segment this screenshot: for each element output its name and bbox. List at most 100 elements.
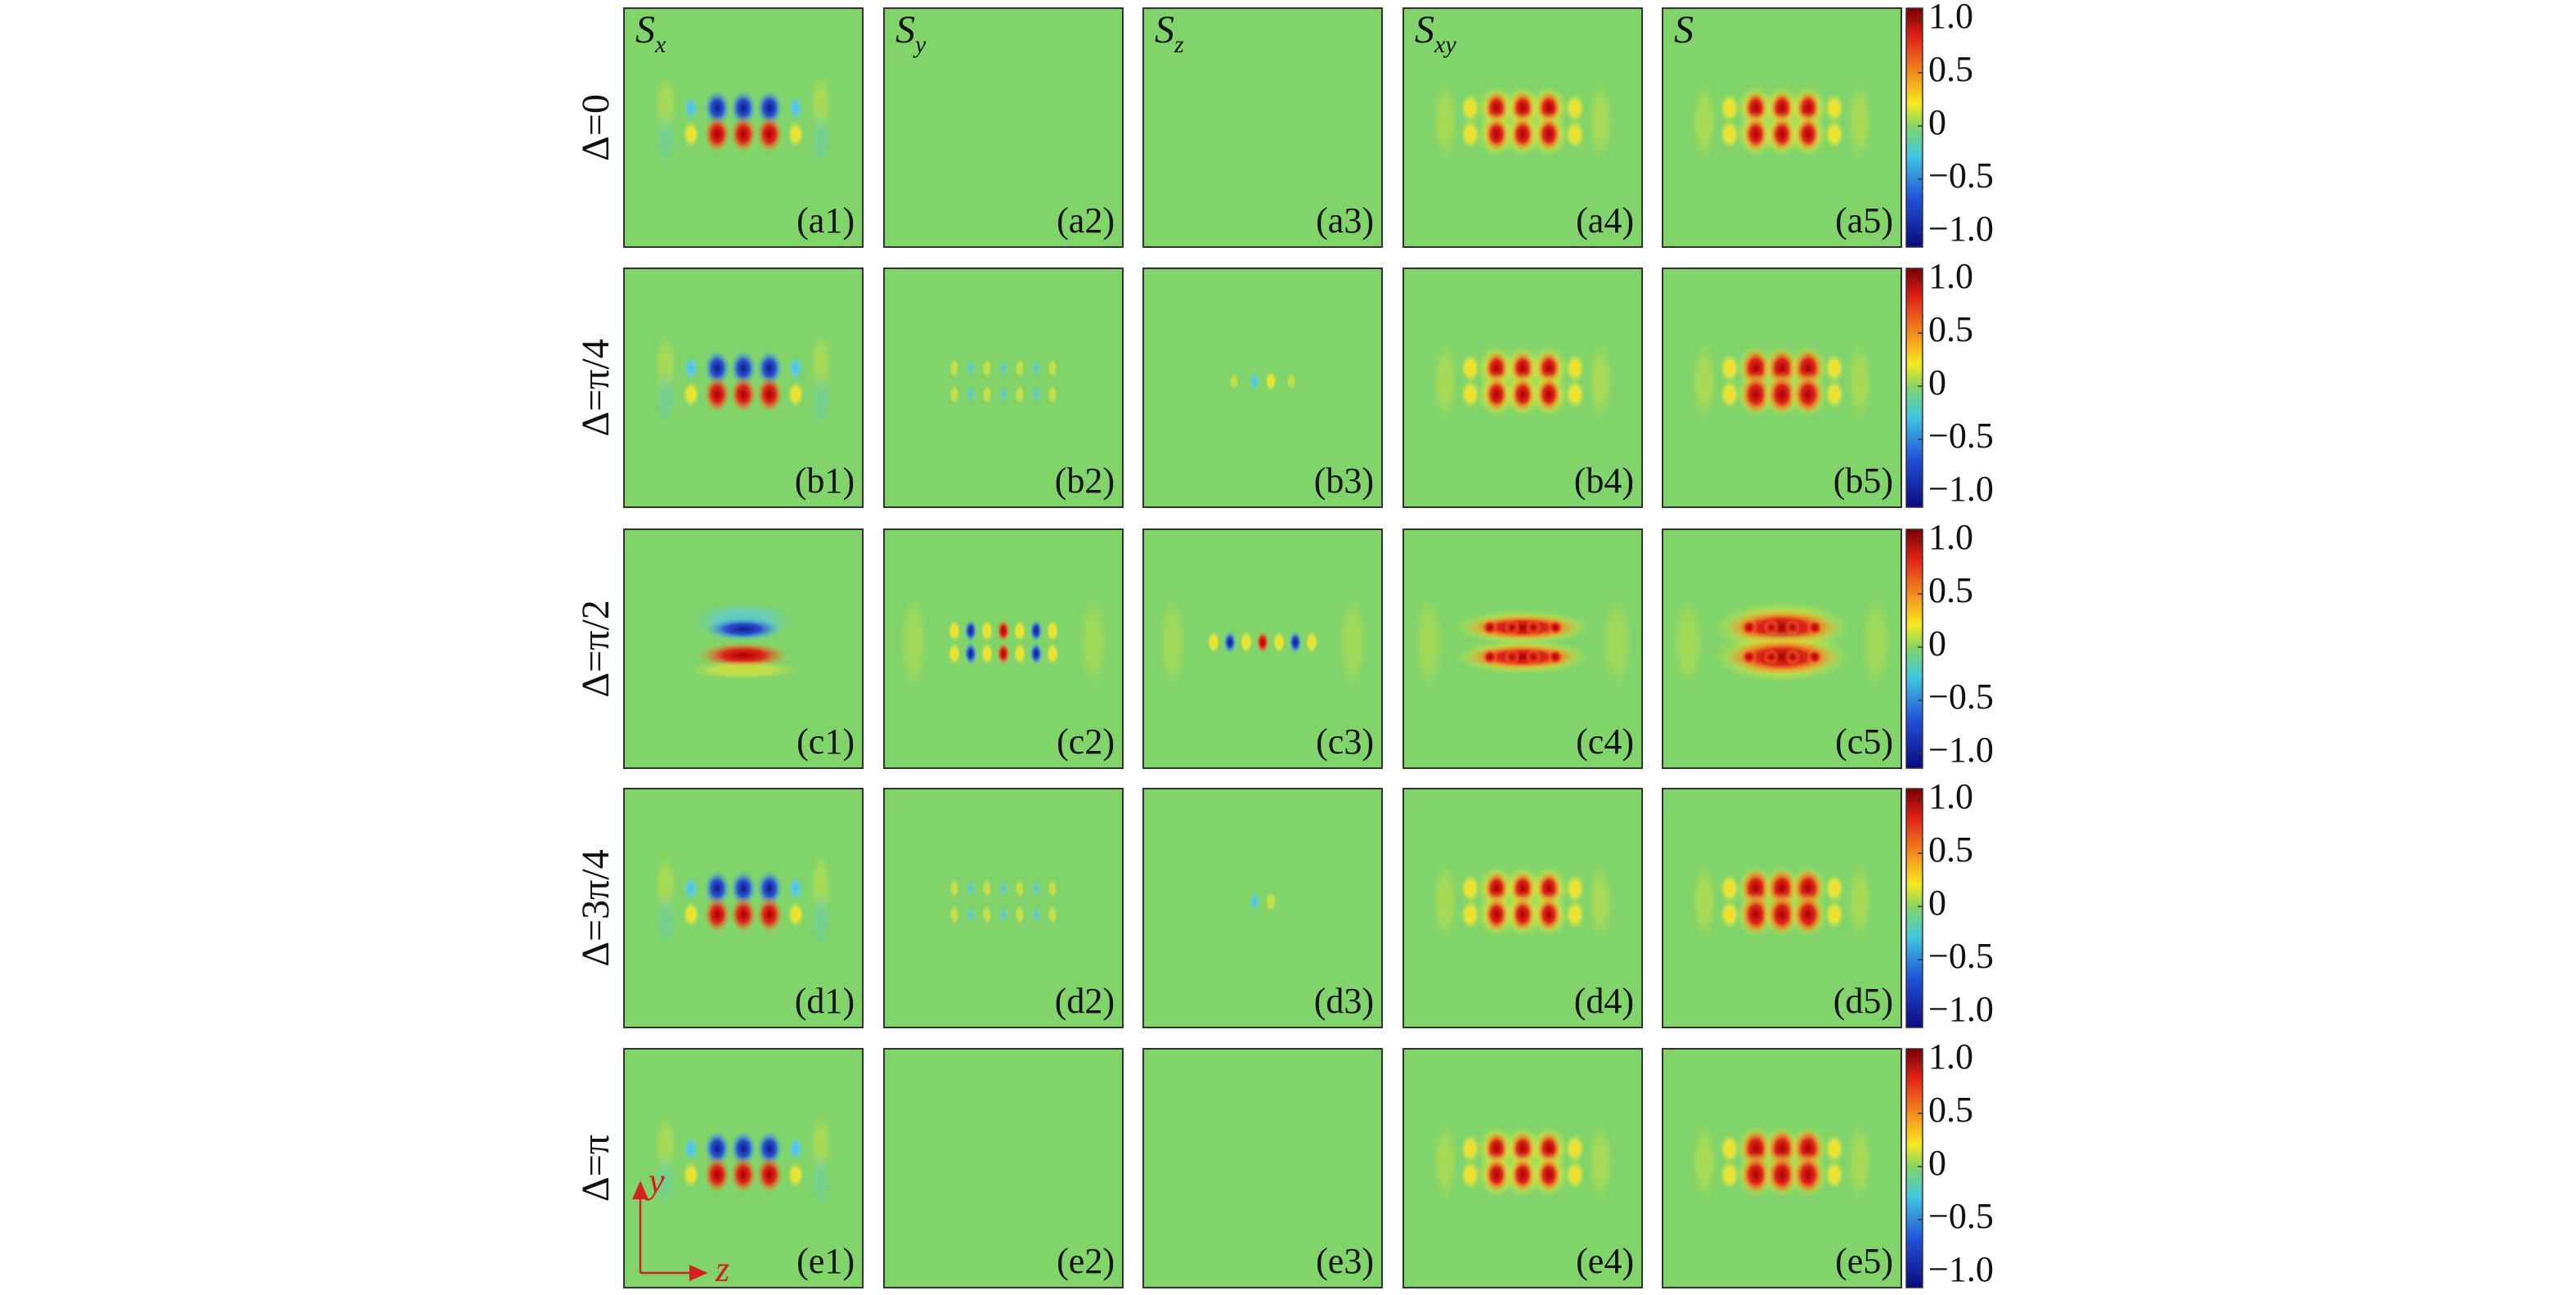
field-spot xyxy=(1461,1134,1480,1163)
field-spot xyxy=(1265,371,1277,392)
field-spot xyxy=(1720,119,1739,149)
field-spot xyxy=(756,350,783,386)
panel: (d2) xyxy=(883,788,1124,1028)
panel-label: (c5) xyxy=(1835,722,1893,762)
field-spot xyxy=(730,1131,756,1167)
colorbar-tick-label: 0 xyxy=(1928,362,1946,402)
field-spot xyxy=(1013,642,1026,665)
field-spot xyxy=(730,870,756,906)
field-spot xyxy=(1484,897,1509,932)
field-spot xyxy=(1587,1121,1613,1203)
colorbar-tick-label: −1.0 xyxy=(1928,989,1994,1029)
field-spot xyxy=(1048,384,1057,404)
field-spot xyxy=(1015,358,1025,378)
column-symbol: S xyxy=(895,8,915,52)
column-header: S xyxy=(1674,8,1694,52)
field-spot xyxy=(1338,593,1367,691)
row-label: Δ=π/4 xyxy=(574,339,617,437)
field-spot xyxy=(1565,1134,1585,1163)
field-spot xyxy=(1793,375,1823,414)
field-spot xyxy=(1767,1155,1797,1194)
field-spot xyxy=(1796,117,1820,151)
axis-label-vertical: y xyxy=(645,1161,665,1201)
field-spot xyxy=(1720,380,1739,409)
field-spot xyxy=(810,885,832,951)
field-spot xyxy=(1048,905,1057,924)
panel-label: (c4) xyxy=(1576,722,1634,762)
field-spot xyxy=(1691,1121,1717,1203)
field-spot xyxy=(1565,874,1585,903)
colorbar-tick-label: −0.5 xyxy=(1928,155,1994,196)
field-spot xyxy=(1537,1158,1561,1192)
field-spot xyxy=(1691,340,1717,422)
field-spot xyxy=(756,90,783,126)
field-spot xyxy=(966,879,976,898)
field-spot xyxy=(1015,905,1025,924)
field-spot xyxy=(1015,879,1025,898)
field-spot xyxy=(810,105,832,170)
field-spot xyxy=(1720,1134,1739,1163)
field-spot xyxy=(982,358,992,378)
field-spot xyxy=(788,875,804,902)
field-spot xyxy=(683,1135,699,1162)
panel: (e3) xyxy=(1142,1048,1383,1288)
panel: (e2) xyxy=(883,1048,1124,1288)
panel: (a2) xyxy=(883,7,1124,248)
panel-label: (a4) xyxy=(1576,200,1634,241)
panel-label: (e5) xyxy=(1835,1241,1893,1281)
field-spot xyxy=(1565,353,1585,383)
field-spot xyxy=(1565,1160,1585,1189)
panel: (d3) xyxy=(1142,788,1383,1028)
field-spot xyxy=(1537,377,1561,411)
field-spot xyxy=(1482,619,1498,636)
field-spot xyxy=(756,1157,783,1193)
field-spot xyxy=(1272,631,1286,654)
panel-label: (a3) xyxy=(1316,200,1374,241)
field-spot xyxy=(1587,861,1613,942)
field-spot xyxy=(1305,631,1318,654)
panel: (c2) xyxy=(883,528,1124,769)
field-spot xyxy=(683,95,699,121)
field-spot xyxy=(1824,93,1844,123)
field-spot xyxy=(1806,619,1823,636)
field-spot xyxy=(1484,377,1509,411)
field-spot xyxy=(704,376,730,412)
field-spot xyxy=(1461,900,1480,929)
panel: (b3) xyxy=(1142,268,1383,508)
panel: (c3) xyxy=(1142,528,1383,769)
field-spot xyxy=(788,121,804,147)
field-spot xyxy=(1048,879,1057,898)
colorbar-tick-label: 0.5 xyxy=(1928,1090,1973,1130)
field-spot xyxy=(1510,1158,1535,1192)
colorbar-tick-label: −0.5 xyxy=(1928,1196,1994,1236)
field-spot xyxy=(1720,1160,1739,1189)
field-spot xyxy=(1565,93,1585,123)
panel-label: (d4) xyxy=(1574,981,1634,1021)
field-spot xyxy=(654,1145,677,1211)
row-label: Δ=3π/4 xyxy=(574,849,617,967)
panel: (d1) xyxy=(623,788,864,1028)
field-spot xyxy=(1525,649,1542,665)
panel-label: (c2) xyxy=(1057,722,1115,762)
panel-label: (b2) xyxy=(1055,461,1115,501)
panel: (a5) xyxy=(1662,7,1902,248)
field-spot xyxy=(730,350,756,386)
field-spot xyxy=(899,593,928,691)
panel: (a4) xyxy=(1402,7,1643,248)
field-spot xyxy=(949,358,959,378)
column-symbol: S xyxy=(1674,8,1694,52)
field-spot xyxy=(1691,80,1717,162)
field-spot xyxy=(982,879,992,898)
field-spot xyxy=(1741,375,1770,414)
field-spot xyxy=(964,619,977,642)
panel: (e1) xyxy=(623,1048,864,1288)
field-spot xyxy=(1720,93,1739,123)
field-spot xyxy=(999,358,1008,378)
column-subscript: x xyxy=(654,31,666,58)
field-spot xyxy=(1432,1121,1458,1203)
field-spot xyxy=(686,660,801,680)
panel: (e5) xyxy=(1662,1048,1902,1288)
field-spot xyxy=(982,384,992,404)
field-spot xyxy=(966,384,976,404)
field-spot xyxy=(1223,631,1236,654)
